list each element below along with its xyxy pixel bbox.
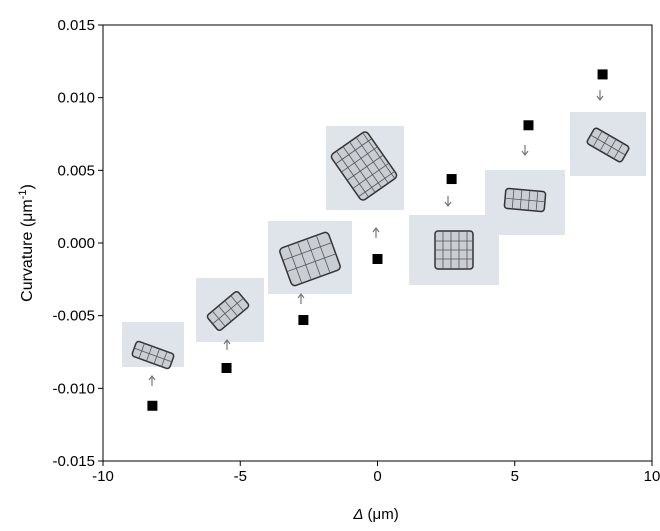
point xyxy=(298,315,309,326)
x-tick-label: 10 xyxy=(644,468,660,485)
y-tick-label: 0.000 xyxy=(57,235,95,252)
y-tick-label: -0.005 xyxy=(52,308,95,325)
x-axis-label: Δ (μm) xyxy=(352,506,398,523)
point xyxy=(221,362,232,373)
point xyxy=(372,253,383,264)
x-tick-label: 5 xyxy=(511,468,519,485)
plot-frame xyxy=(102,24,653,462)
y-tick-label: 0.005 xyxy=(57,162,95,179)
x-tick-label: -5 xyxy=(234,468,247,485)
insets xyxy=(122,90,646,386)
y-tick-label: -0.015 xyxy=(52,453,95,470)
y-tick-label: 0.010 xyxy=(57,90,95,107)
x-tick-label: -10 xyxy=(92,468,114,485)
point xyxy=(147,400,158,411)
y-tick-label: 0.015 xyxy=(57,17,95,34)
y-tick-label: -0.010 xyxy=(52,380,95,397)
point xyxy=(597,69,608,80)
point xyxy=(523,120,534,131)
point xyxy=(446,174,457,185)
y-axis-label: Curvature (μm-1) xyxy=(17,184,36,302)
x-tick-label: 0 xyxy=(373,468,381,485)
